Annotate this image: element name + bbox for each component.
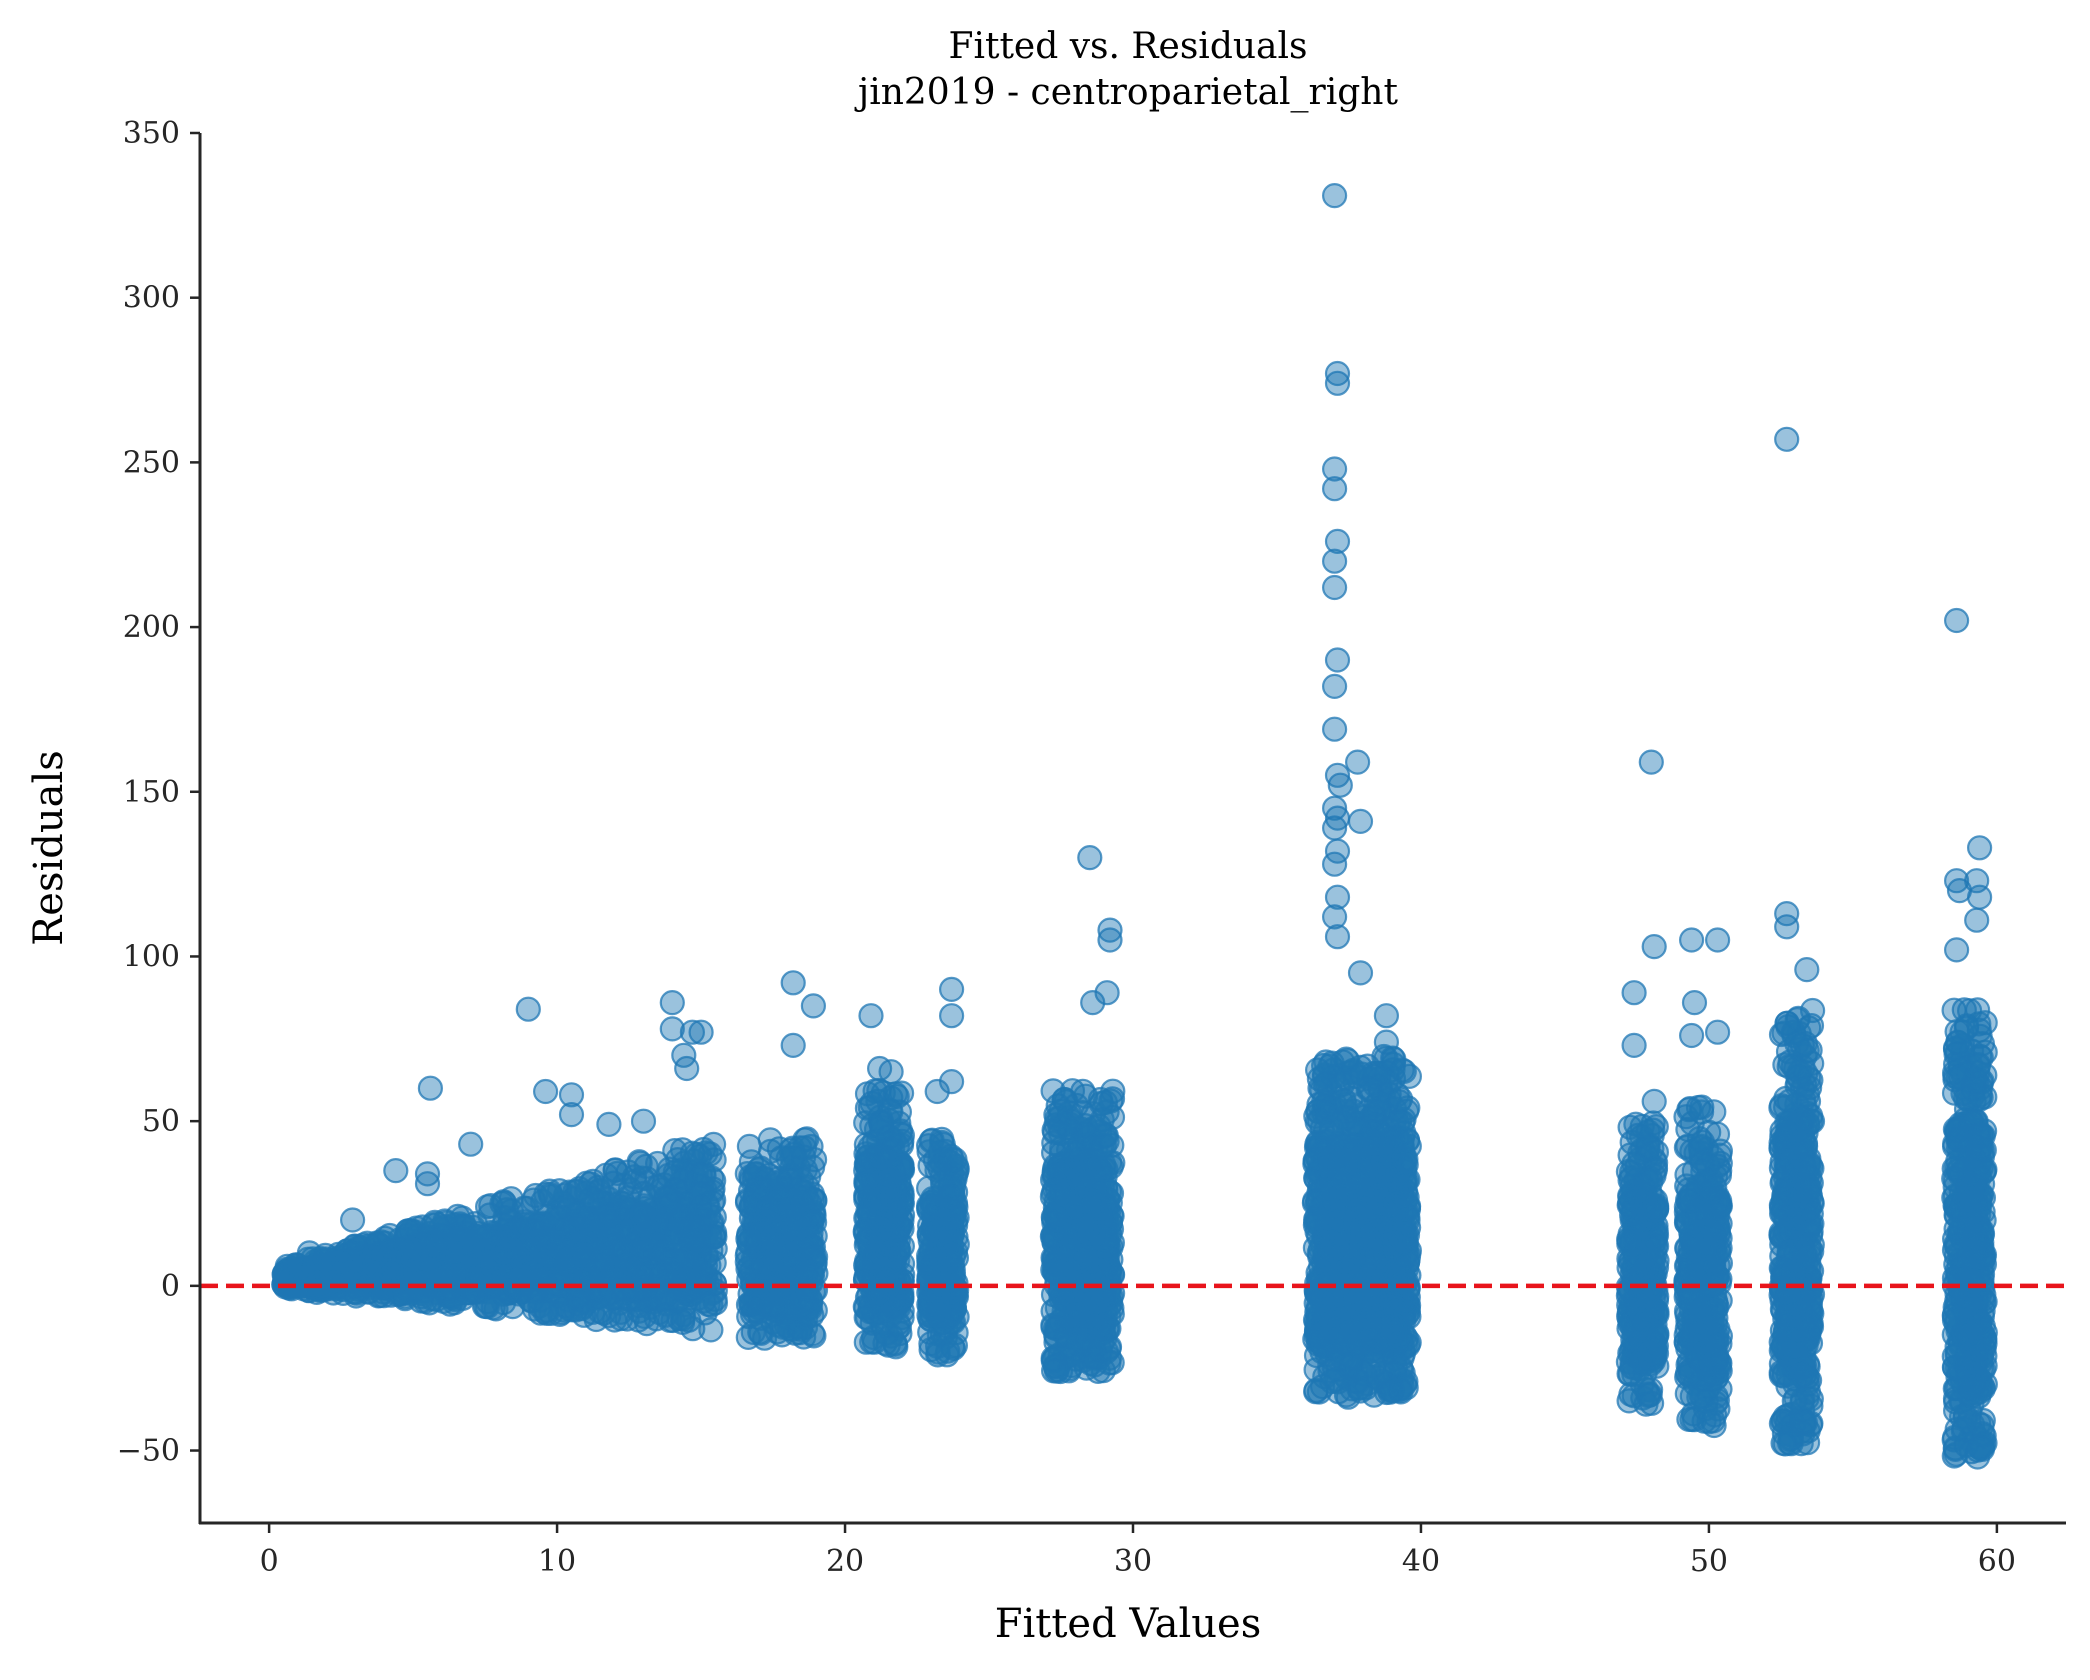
- scatter-point: [924, 1333, 951, 1359]
- scatter-point: [579, 1259, 606, 1285]
- scatter-point: [770, 1298, 796, 1324]
- scatter-point: [1304, 1057, 1331, 1083]
- scatter-point: [737, 1178, 764, 1204]
- scatter-point: [1054, 1257, 1081, 1283]
- scatter-point: [799, 1260, 825, 1286]
- scatter-point: [412, 1277, 438, 1304]
- scatter-point: [1334, 1258, 1360, 1284]
- scatter-point: [784, 1215, 811, 1241]
- scatter-point: [431, 1260, 458, 1286]
- scatter-point: [1356, 1358, 1382, 1384]
- scatter-point: [1089, 1107, 1115, 1133]
- scatter-point: [378, 1258, 404, 1284]
- scatter-point: [608, 1305, 634, 1332]
- markers-layer: [271, 183, 1998, 1470]
- scatter-point: [626, 1149, 652, 1175]
- scatter-point: [1330, 1207, 1356, 1233]
- scatter-point: [1070, 1287, 1096, 1313]
- scatter-point: [1078, 1188, 1105, 1214]
- scatter-point: [1096, 1350, 1122, 1376]
- scatter-point: [430, 1224, 456, 1250]
- scatter-point: [525, 1211, 552, 1238]
- scatter-point: [694, 1243, 720, 1269]
- scatter-point: [1345, 1110, 1371, 1137]
- scatter-point: [931, 1205, 958, 1231]
- scatter-point: [776, 1165, 802, 1192]
- scatter-point: [938, 1184, 964, 1210]
- scatter-point: [1318, 1115, 1345, 1141]
- scatter-point: [855, 1170, 881, 1196]
- scatter-point: [885, 1235, 911, 1262]
- scatter-point: [491, 1239, 517, 1265]
- scatter-point: [1345, 1146, 1371, 1173]
- scatter-point: [748, 1305, 774, 1331]
- scatter-point: [868, 1110, 894, 1136]
- scatter-point: [627, 1262, 653, 1288]
- scatter-point: [866, 1143, 892, 1169]
- scatter-point: [1333, 1065, 1360, 1092]
- scatter-point: [1074, 1325, 1100, 1352]
- scatter-point: [1383, 1295, 1409, 1322]
- scatter-point: [1042, 1119, 1068, 1146]
- scatter-point: [1324, 1320, 1350, 1346]
- scatter-point: [876, 1177, 903, 1203]
- scatter-point: [1320, 1236, 1346, 1262]
- scatter-point: [1391, 1145, 1418, 1172]
- scatter-point: [564, 1178, 591, 1204]
- scatter-point: [600, 1170, 627, 1196]
- scatter-point: [1366, 1314, 1392, 1340]
- scatter-point: [400, 1237, 426, 1264]
- scatter-point: [749, 1218, 775, 1244]
- scatter-point: [563, 1297, 589, 1323]
- scatter-point: [520, 1187, 547, 1213]
- scatter-point: [924, 1302, 951, 1328]
- scatter-point: [546, 1245, 573, 1271]
- scatter-point: [1363, 1231, 1389, 1257]
- scatter-point: [1091, 1156, 1117, 1183]
- scatter-point: [1368, 1077, 1394, 1103]
- scatter-point: [679, 1140, 705, 1166]
- scatter-point: [669, 1309, 696, 1336]
- scatter-point: [1091, 1133, 1118, 1159]
- scatter-point: [782, 1320, 808, 1346]
- scatter-point: [566, 1202, 592, 1228]
- scatter-point: [511, 1236, 538, 1263]
- scatter-point: [942, 1146, 968, 1173]
- scatter-point: [801, 1147, 828, 1173]
- scatter-point: [1389, 1214, 1416, 1240]
- scatter-point: [877, 1302, 904, 1328]
- scatter-point: [650, 1260, 677, 1287]
- scatter-point: [1064, 1218, 1091, 1244]
- scatter-point: [768, 1145, 795, 1171]
- scatter-point: [352, 1249, 378, 1275]
- scatter-point: [599, 1285, 626, 1311]
- scatter-point: [636, 1208, 662, 1234]
- scatter-point: [1302, 1151, 1328, 1177]
- scatter-point: [1351, 1196, 1377, 1222]
- scatter-point: [768, 1188, 794, 1214]
- scatter-point: [859, 1223, 885, 1249]
- scatter-point: [775, 1241, 802, 1267]
- scatter-point: [1041, 1162, 1067, 1188]
- scatter-point: [1303, 1377, 1329, 1404]
- scatter-point: [738, 1149, 765, 1175]
- scatter-point: [655, 1162, 682, 1188]
- scatter-point: [916, 1139, 942, 1165]
- scatter-point: [665, 1208, 692, 1234]
- scatter-point: [1040, 1348, 1066, 1374]
- scatter-point: [1393, 1375, 1419, 1401]
- scatter-point: [480, 1295, 506, 1321]
- scatter-point: [456, 1261, 482, 1287]
- scatter-point: [936, 1241, 962, 1267]
- scatter-point: [1394, 1184, 1420, 1211]
- scatter-point: [1073, 1355, 1100, 1381]
